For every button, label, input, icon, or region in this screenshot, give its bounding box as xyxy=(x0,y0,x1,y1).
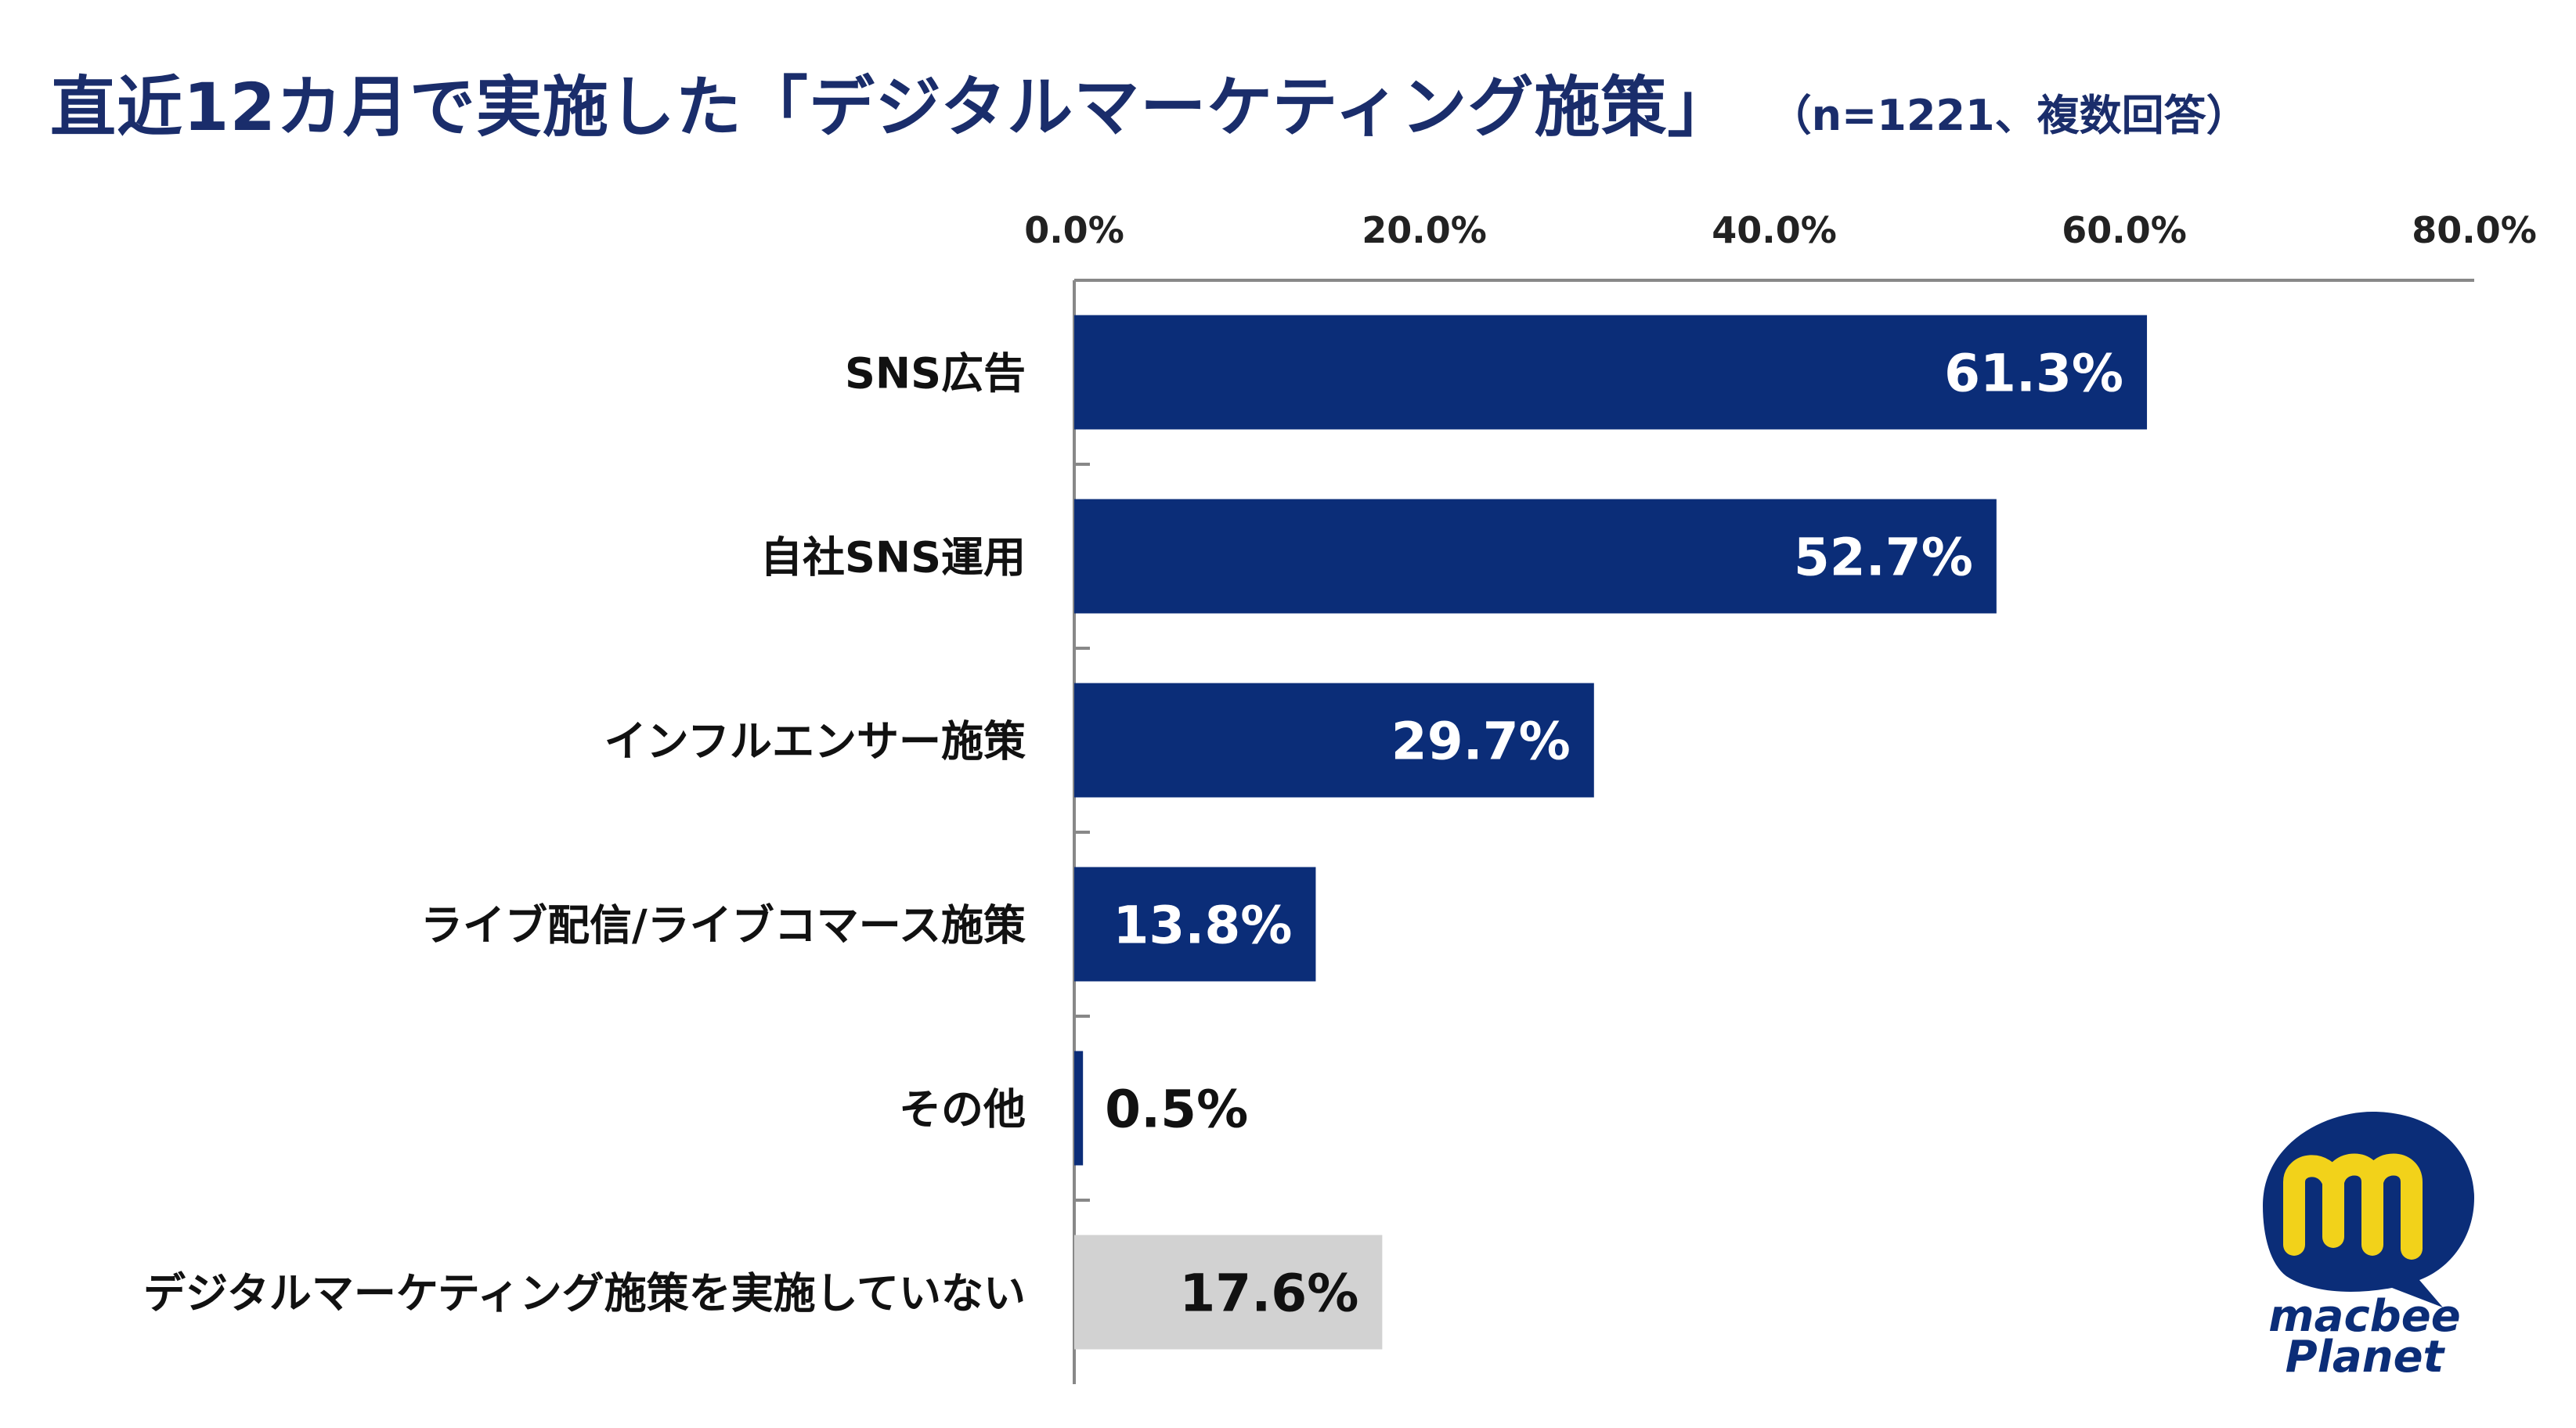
value-labels: 61.3% 52.7% 29.7% 13.8% 0.5% 17.6% xyxy=(1105,344,2123,1324)
x-tick-label: 0.0% xyxy=(1024,209,1124,251)
logo-text-line1: macbee xyxy=(2268,1291,2460,1342)
axes xyxy=(1073,279,2474,1384)
value-label: 17.6% xyxy=(1179,1264,1358,1324)
macbee-m-logo-icon xyxy=(2263,1112,2474,1307)
x-tick-label: 40.0% xyxy=(1712,209,1837,251)
chart-title: 直近12カ月で実施した「デジタルマーケティング施策」 xyxy=(50,69,1734,146)
category-label: インフルエンサー施策 xyxy=(604,717,1026,766)
value-label: 0.5% xyxy=(1105,1080,1248,1140)
category-label: 自社SNS運用 xyxy=(760,533,1026,582)
logo-text-line2: Planet xyxy=(2286,1332,2446,1378)
bars xyxy=(1074,315,2148,1350)
category-labels: SNS広告自社SNS運用インフルエンサー施策ライブ配信/ライブコマース施策その他… xyxy=(143,349,1026,1318)
x-tick-label: 20.0% xyxy=(1362,209,1487,251)
x-axis-ticks: 0.0% 20.0% 40.0% 60.0% 80.0% xyxy=(1024,209,2537,251)
value-label: 29.7% xyxy=(1391,712,1571,772)
category-label: SNS広告 xyxy=(845,349,1026,398)
category-label: ライブ配信/ライブコマース施策 xyxy=(420,901,1026,950)
value-label: 61.3% xyxy=(1944,344,2123,404)
title-block: 直近12カ月で実施した「デジタルマーケティング施策」 （n=1221、複数回答） xyxy=(50,55,2249,150)
category-label: デジタルマーケティング施策を実施していない xyxy=(143,1269,1026,1318)
value-label: 52.7% xyxy=(1794,528,1973,588)
category-label: その他 xyxy=(899,1085,1026,1134)
macbee-planet-logo: macbee Planet xyxy=(2263,1112,2474,1378)
bar xyxy=(1074,499,1997,614)
bar xyxy=(1074,683,1594,798)
bar xyxy=(1074,1051,1084,1166)
x-tick-label: 60.0% xyxy=(2062,209,2187,251)
bar xyxy=(1074,867,1316,982)
value-label: 13.8% xyxy=(1113,896,1292,956)
chart-subtitle: （n=1221、複数回答） xyxy=(1769,91,2249,140)
bar xyxy=(1074,315,2148,430)
x-tick-label: 80.0% xyxy=(2412,209,2537,251)
bar xyxy=(1074,1235,1383,1350)
